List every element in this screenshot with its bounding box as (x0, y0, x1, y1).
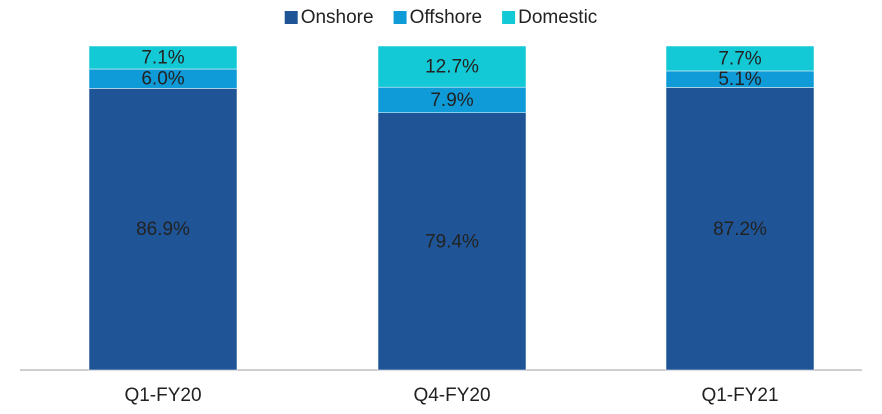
data-label: 79.4% (425, 231, 479, 252)
legend-label: Onshore (301, 7, 374, 28)
bar-segment (377, 45, 527, 88)
legend-swatch (284, 11, 298, 24)
data-label: 5.1% (718, 69, 761, 90)
legend-swatch (502, 11, 516, 24)
data-label: 86.9% (136, 219, 190, 240)
legend-swatch (393, 11, 407, 24)
bar-segment (88, 88, 238, 371)
bar-segment (377, 86, 527, 113)
data-label: 7.1% (141, 48, 184, 69)
data-label: 12.7% (425, 57, 479, 78)
x-tick-label: Q1-FY20 (124, 385, 201, 406)
data-label: 87.2% (713, 219, 767, 240)
bar-segment (665, 45, 815, 72)
data-label: 7.9% (430, 90, 473, 111)
bar-segment (377, 112, 527, 371)
data-label: 7.7% (718, 48, 761, 69)
data-label: 6.0% (141, 69, 184, 90)
bar-segment (88, 45, 238, 70)
x-tick-label: Q1-FY21 (701, 385, 778, 406)
legend-label: Offshore (410, 7, 483, 28)
bar-segment (665, 87, 815, 371)
x-tick-label: Q4-FY20 (413, 385, 490, 406)
legend-label: Domestic (518, 7, 597, 28)
